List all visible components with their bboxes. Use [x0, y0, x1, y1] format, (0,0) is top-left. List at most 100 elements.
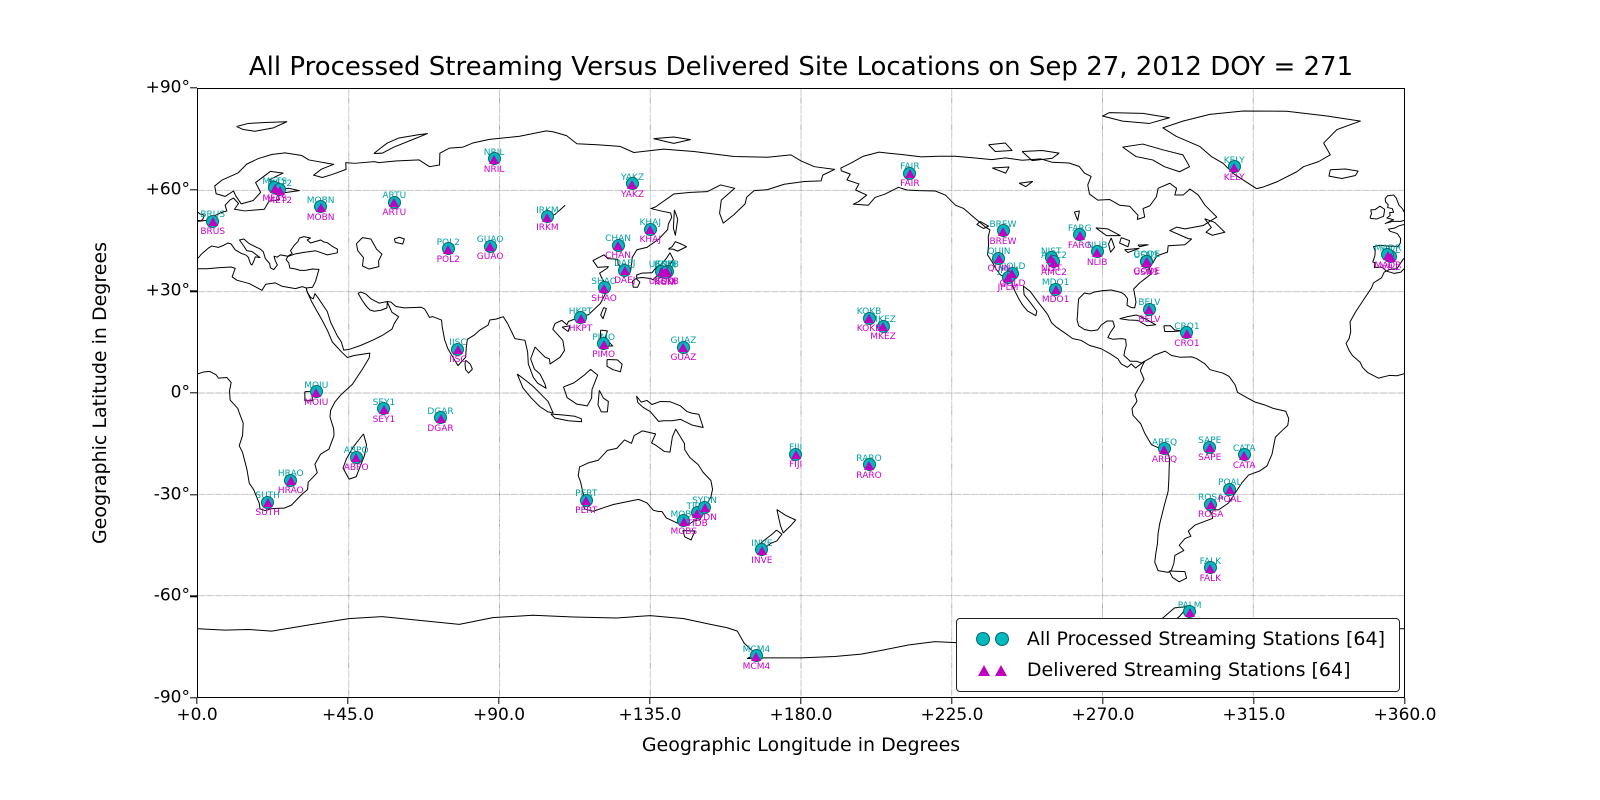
y-tick-label: +30° — [145, 280, 190, 301]
x-tick-mark — [649, 698, 651, 704]
delivered-station-marker-icon — [1159, 444, 1170, 454]
delivered-station-marker-icon — [378, 404, 389, 414]
station-label-delivered: USUD — [648, 277, 675, 288]
delivered-station-marker-icon — [262, 498, 273, 508]
delivered-station-marker-icon — [613, 241, 624, 251]
station-layer: BRUSBRUSMETSMETSMET2MET2MOBNMOBNARTUARTU… — [198, 89, 1404, 697]
delivered-station-marker-icon — [1205, 500, 1216, 510]
legend-row-delivered: Delivered Streaming Stations [64] — [969, 659, 1385, 681]
delivered-station-marker-icon — [389, 198, 400, 208]
y-tick-label: -30° — [153, 484, 190, 505]
chart-title: All Processed Streaming Versus Delivered… — [248, 52, 1354, 82]
x-axis-label: Geographic Longitude in Degrees — [641, 734, 961, 756]
x-tick-label: +90.0 — [472, 705, 526, 725]
station-label-delivered: PERT — [575, 506, 598, 517]
station-label-delivered: BREW — [989, 236, 1017, 247]
x-tick-label: +315.0 — [1222, 705, 1286, 725]
station-label-delivered: FIJI — [789, 460, 803, 471]
station-label-delivered: IISC — [449, 355, 467, 366]
station-label-delivered: GOLD — [999, 279, 1026, 290]
station-label-delivered: USN3 — [1133, 267, 1159, 278]
x-tick-label: +225.0 — [920, 705, 984, 725]
delivered-station-marker-icon — [207, 217, 218, 227]
legend: All Processed Streaming Stations [64] De… — [955, 618, 1400, 692]
x-tick-mark — [951, 698, 953, 704]
x-tick-mark — [196, 698, 198, 704]
y-tick-mark — [190, 188, 197, 191]
station-label-delivered: MOBS — [670, 526, 698, 537]
station-label-delivered: MDO1 — [1041, 295, 1070, 306]
delivered-station-marker-icon — [311, 387, 322, 397]
delivered-station-marker-icon — [864, 314, 874, 324]
station-label-delivered: SAPE — [1198, 453, 1222, 464]
station-label-delivered: SYDN — [692, 513, 717, 524]
station-label-delivered: VILL — [1381, 262, 1401, 273]
delivered-station-marker-icon — [660, 268, 671, 278]
delivered-marker-pair — [969, 664, 1017, 676]
delivered-station-marker-icon — [452, 345, 463, 355]
x-tick-label: +360.0 — [1373, 705, 1437, 725]
station-label-delivered: HKPT — [568, 323, 593, 334]
station-label-delivered: DGAR — [427, 423, 454, 434]
station-label-delivered: NLIB — [1086, 257, 1108, 268]
station-label-delivered: GUAO — [476, 252, 504, 263]
delivered-station-marker-icon — [1074, 230, 1085, 240]
delivered-station-marker-icon — [1003, 273, 1014, 283]
station-label-delivered: MKEZ — [870, 332, 896, 343]
y-tick-mark — [190, 87, 197, 89]
delivered-station-marker-icon — [790, 450, 801, 460]
station-label-delivered: DAEJ — [614, 276, 636, 287]
delivered-station-marker-icon — [274, 185, 285, 195]
y-tick-label: -90° — [153, 687, 190, 708]
delivered-station-marker-icon — [1204, 443, 1215, 453]
y-tick-mark — [190, 290, 197, 293]
station-label-delivered: RARO — [856, 470, 882, 481]
station-label-delivered: BELV — [1138, 315, 1161, 326]
x-tick-label: +0.0 — [176, 705, 218, 725]
station-label-delivered: FALK — [1199, 573, 1222, 584]
delivered-station-marker-icon — [692, 508, 703, 518]
station-label-delivered: BRUS — [200, 227, 226, 238]
y-tick-label: 0° — [170, 382, 190, 403]
delivered-station-marker-icon — [627, 179, 638, 189]
station-label-delivered: INVE — [751, 555, 773, 566]
station-label-delivered: FARG — [1067, 240, 1092, 251]
station-label-delivered: QUIN — [987, 264, 1011, 275]
station-label-delivered: KELY — [1223, 172, 1245, 183]
delivered-station-marker-icon — [619, 266, 630, 276]
y-tick-mark — [190, 595, 197, 598]
delivered-station-marker-icon — [756, 545, 767, 555]
station-label-delivered: POL2 — [436, 254, 460, 265]
legend-label-delivered: Delivered Streaming Stations [64] — [1026, 659, 1351, 681]
station-label-delivered: SEY1 — [372, 414, 396, 425]
delivered-station-marker-icon — [1382, 250, 1393, 260]
station-label-delivered: ABPO — [343, 463, 369, 474]
delivered-station-marker-icon — [599, 283, 610, 293]
delivered-station-marker-icon — [1141, 257, 1152, 267]
x-tick-mark — [800, 698, 802, 704]
delivered-triangle-icon — [995, 664, 1008, 676]
x-tick-label: +270.0 — [1071, 705, 1135, 725]
station-label-delivered: TSKB — [655, 277, 679, 288]
delivered-station-marker-icon — [269, 183, 280, 193]
processed-circle-icon — [995, 632, 1010, 646]
station-label-delivered: KOKB — [856, 324, 882, 335]
station-label-delivered: AMC2 — [1040, 267, 1067, 278]
legend-row-processed: All Processed Streaming Stations [64] — [969, 628, 1385, 650]
y-tick-mark — [190, 697, 197, 699]
delivered-triangle-icon — [978, 664, 991, 676]
station-label-delivered: MOBN — [306, 212, 335, 223]
processed-marker-pair — [969, 632, 1017, 646]
station-label-delivered: METS — [262, 193, 288, 204]
station-label-delivered: KGNI — [654, 278, 677, 289]
delivered-station-marker-icon — [904, 169, 915, 179]
delivered-station-marker-icon — [1092, 247, 1103, 257]
station-label-delivered: CHAN — [605, 251, 632, 262]
x-tick-label: +180.0 — [769, 705, 833, 725]
delivered-station-marker-icon — [645, 225, 656, 235]
station-label-delivered: ARTU — [382, 208, 407, 219]
station-label-delivered: POAL — [1218, 495, 1242, 506]
station-label-delivered: NRIL — [483, 164, 505, 175]
plot-area: BRUSBRUSMETSMETSMET2MET2MOBNMOBNARTUARTU… — [197, 88, 1405, 698]
